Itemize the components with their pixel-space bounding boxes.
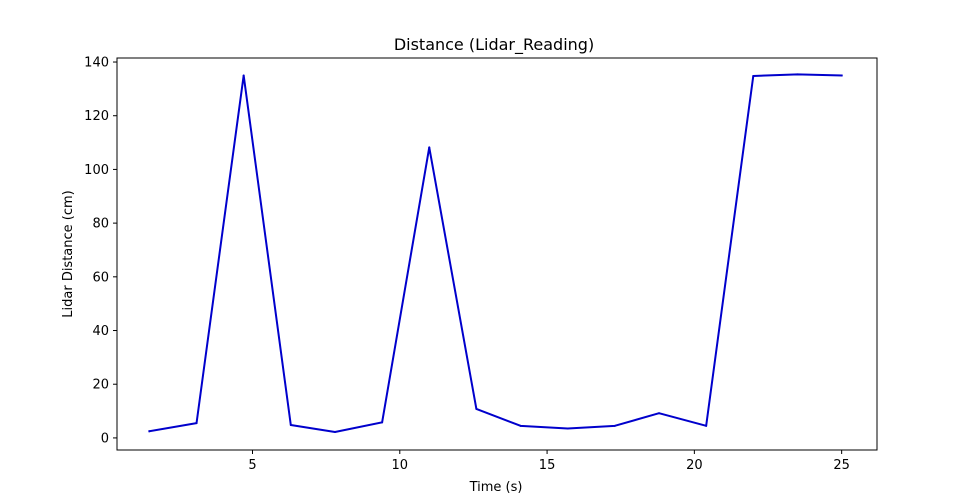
x-axis-label: Time (s) bbox=[469, 480, 523, 495]
x-tick-label: 25 bbox=[833, 458, 850, 473]
data-point bbox=[381, 421, 384, 424]
data-point bbox=[840, 74, 843, 77]
data-point bbox=[613, 424, 616, 427]
data-point bbox=[752, 74, 755, 77]
data-point bbox=[796, 73, 799, 76]
plot-frame bbox=[116, 57, 878, 451]
data-point bbox=[475, 407, 478, 410]
data-point bbox=[428, 146, 431, 149]
data-point bbox=[658, 412, 661, 415]
y-tick-label: 20 bbox=[92, 378, 109, 393]
y-axis-label: Lidar Distance (cm) bbox=[61, 190, 76, 317]
x-tick-label: 15 bbox=[539, 458, 556, 473]
series-line bbox=[148, 73, 843, 434]
x-tick-label: 10 bbox=[392, 458, 409, 473]
y-tick-label: 120 bbox=[84, 109, 109, 124]
x-tick-label: 20 bbox=[686, 458, 703, 473]
y-tick-label: 80 bbox=[92, 217, 109, 232]
y-tick-label: 40 bbox=[92, 324, 109, 339]
data-point bbox=[333, 431, 336, 434]
chart-title: Distance (Lidar_Reading) bbox=[394, 35, 594, 55]
data-point bbox=[148, 430, 151, 433]
x-tick-label: 5 bbox=[248, 458, 256, 473]
y-tick-label: 60 bbox=[92, 270, 109, 285]
data-point bbox=[242, 74, 245, 77]
data-point bbox=[519, 424, 522, 427]
data-point bbox=[705, 424, 708, 427]
y-tick-label: 0 bbox=[101, 431, 109, 446]
data-point bbox=[566, 427, 569, 430]
data-point bbox=[195, 422, 198, 425]
data-point bbox=[289, 424, 292, 427]
y-tick-label: 100 bbox=[84, 163, 109, 178]
y-tick-label: 140 bbox=[84, 56, 109, 71]
